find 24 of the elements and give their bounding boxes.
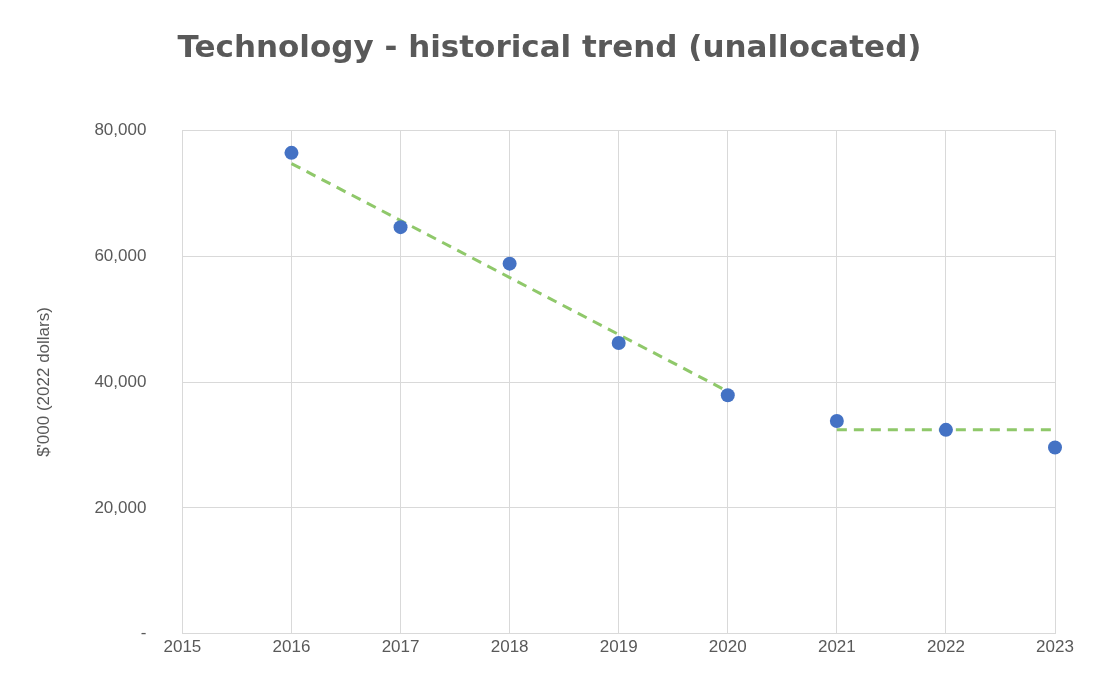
x-tick-label: 2015 <box>163 636 202 656</box>
point <box>284 145 299 160</box>
y-tick-label: 60,000 <box>94 245 147 265</box>
y-tick-label: - <box>140 623 147 643</box>
y-tick-label: 40,000 <box>94 371 147 391</box>
x-tick-label: 2019 <box>599 636 638 656</box>
point <box>720 388 735 403</box>
point <box>1048 440 1062 455</box>
y-axis-title: $'000 (2022 dollars) <box>33 307 53 457</box>
point <box>829 414 844 429</box>
x-tick-label: 2022 <box>927 636 965 656</box>
point <box>393 220 408 235</box>
point <box>938 422 953 437</box>
y-tick-label: 80,000 <box>94 119 147 139</box>
x-tick-label: 2018 <box>490 636 529 656</box>
chart-title: Technology - historical trend (unallocated) <box>176 28 923 64</box>
point <box>502 256 517 271</box>
x-tick-label: 2020 <box>708 636 747 656</box>
x-tick-label: 2023 <box>1036 636 1074 656</box>
y-tick-label: 20,000 <box>94 497 147 517</box>
x-tick-label: 2021 <box>817 636 856 656</box>
x-tick-label: 2016 <box>272 636 311 656</box>
point <box>611 335 626 350</box>
x-tick-label: 2017 <box>381 636 420 656</box>
